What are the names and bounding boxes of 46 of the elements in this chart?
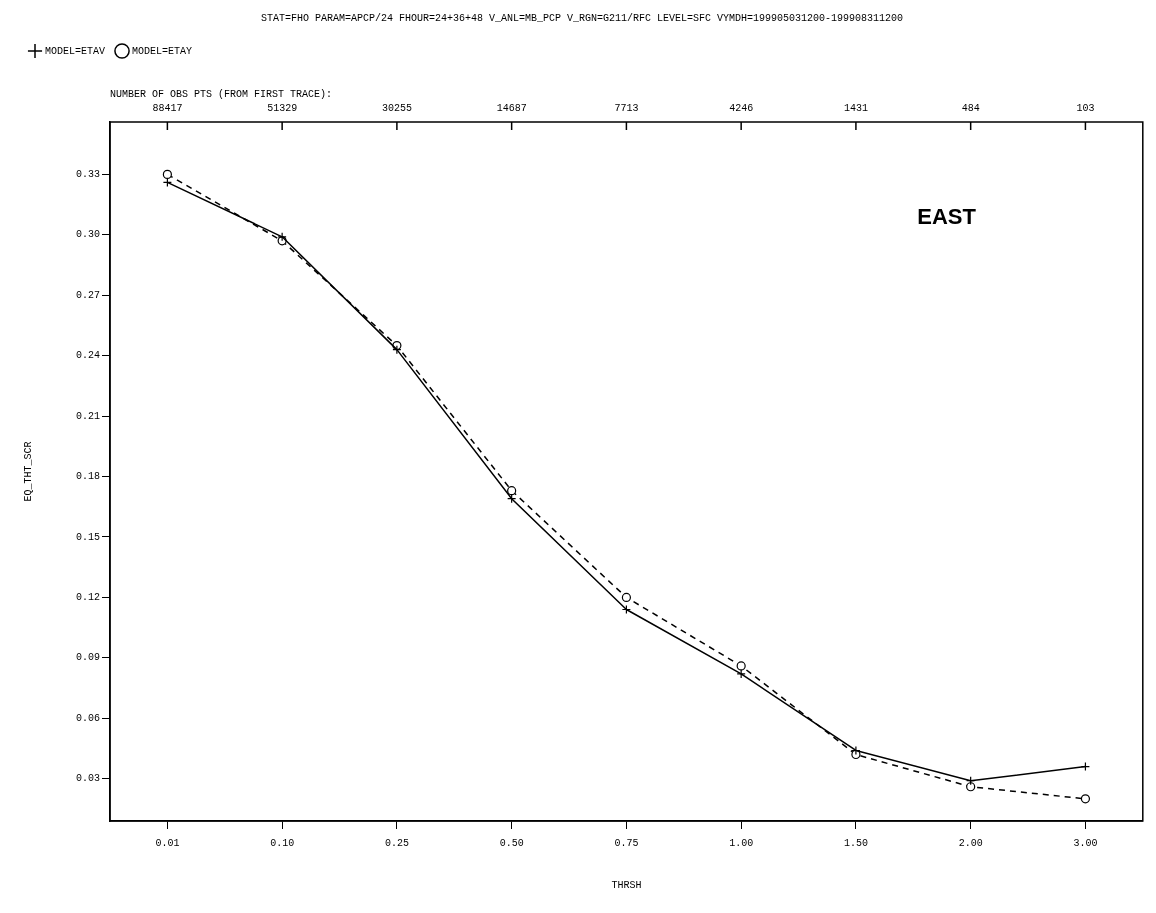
x-tick-label: 0.25 (384, 837, 409, 849)
x-tick-label: 0.10 (270, 837, 295, 849)
annotation: 7713 (614, 102, 639, 114)
annotation: 484 (961, 102, 980, 114)
annotation: 4246 (729, 102, 754, 114)
annotation: 88417 (152, 102, 183, 114)
y-tick-label: 0.03 (75, 773, 100, 785)
y-tick-label: 0.30 (75, 229, 100, 241)
legend-label: MODEL=ETAV (45, 45, 106, 57)
point (1080, 794, 1091, 804)
x-tick-label: 3.00 (1073, 837, 1098, 849)
x-axis-title: THRSH (611, 879, 642, 891)
y-tick-label: 0.12 (75, 592, 100, 604)
point (277, 232, 287, 242)
legend-label: MODEL=ETAY (132, 45, 193, 57)
point (162, 169, 172, 179)
x-tick-label: 0.75 (614, 837, 639, 849)
annotation: 14687 (496, 102, 527, 114)
point (736, 661, 746, 671)
x-tick-label: 1.00 (729, 837, 754, 849)
text: NUMBER OF OBS PTS (FROM FIRST TRACE): (110, 88, 333, 100)
y-tick-label: 0.27 (75, 289, 100, 301)
annotation: 51329 (267, 102, 298, 114)
y-tick-label: 0.33 (75, 169, 100, 181)
y-axis-title: EQ_THT_SCR (22, 441, 34, 502)
annotation: 30255 (381, 102, 412, 114)
y-tick-label: 0.06 (75, 712, 100, 724)
x-tick-label: 0.50 (499, 837, 524, 849)
point (507, 486, 517, 496)
annotation: 103 (1076, 102, 1095, 114)
annotation: EAST (917, 204, 977, 230)
x-tick-label: 0.01 (155, 837, 180, 849)
x-tick-label: 2.00 (958, 837, 983, 849)
x-tick-label: 1.50 (843, 837, 868, 849)
y-tick-label: 0.09 (75, 652, 100, 664)
point (392, 345, 402, 355)
point (621, 592, 631, 602)
annotation: 1431 (843, 102, 868, 114)
chart-title: STAT=FHO PARAM=APCP/24 FHOUR=24+36+48 V_ANL=MB_PCP V_RGN=G211/RFC LEVEL=SFC VYMDH=199905031200-199908311200 (260, 12, 904, 24)
point (966, 782, 976, 792)
y-tick-label: 0.21 (75, 410, 100, 422)
y-tick-label: 0.15 (75, 531, 100, 543)
y-tick-label: 0.24 (75, 350, 100, 362)
y-tick-label: 0.18 (75, 471, 100, 483)
point (736, 669, 746, 679)
point (851, 745, 861, 756)
